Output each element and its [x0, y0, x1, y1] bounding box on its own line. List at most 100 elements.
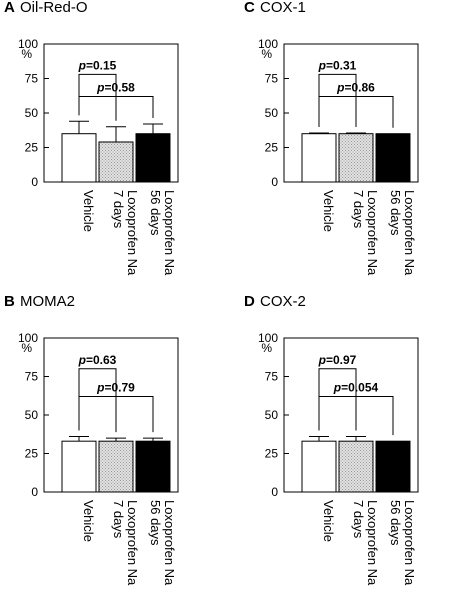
- significance-bracket: [318, 95, 394, 128]
- p-value-label: p=0.15: [78, 58, 117, 72]
- y-tick-label: 25: [265, 141, 279, 155]
- p-value-label: p=0.054: [333, 381, 379, 395]
- p-symbol: p: [318, 353, 326, 367]
- panel-title: COX-1: [260, 0, 306, 16]
- significance-bracket: [78, 73, 117, 121]
- y-tick-label: 50: [25, 408, 39, 422]
- p-symbol: p: [336, 80, 344, 94]
- p-value: =0.054: [341, 381, 378, 395]
- y-tick-label: 100: [258, 331, 278, 345]
- category-label-line: Loxoprofen Na: [125, 500, 140, 586]
- y-tick-label: 75: [265, 72, 279, 86]
- category-label-line: Loxoprofen Na: [402, 190, 417, 276]
- y-tick-label: 75: [265, 370, 279, 384]
- y-tick-label: 0: [31, 485, 38, 499]
- y-tick-label: 100: [18, 37, 38, 51]
- category-label: Loxoprofen Na7 days: [111, 190, 140, 276]
- bar: [61, 440, 97, 493]
- category-label: Loxoprofen Na7 days: [351, 190, 380, 276]
- p-symbol: p: [78, 353, 86, 367]
- category-label-line: Loxoprofen Na: [365, 190, 380, 276]
- category-label: Vehicle: [81, 500, 96, 542]
- panel-title: MOMA2: [20, 293, 75, 310]
- category-label-line: Vehicle: [81, 500, 96, 542]
- y-unit-label: %: [21, 341, 32, 355]
- bar: [375, 133, 411, 183]
- category-label: Loxoprofen Na7 days: [111, 500, 140, 586]
- category-label: Vehicle: [81, 190, 96, 232]
- bar: [338, 133, 374, 183]
- category-label: Vehicle: [321, 500, 336, 542]
- bar: [98, 440, 134, 493]
- p-symbol: p: [78, 58, 86, 72]
- p-value-label: p=0.97: [318, 353, 357, 367]
- significance-bracket: [78, 368, 117, 433]
- p-value-label: p=0.79: [96, 381, 135, 395]
- bar: [301, 440, 337, 493]
- category-label-line: Loxoprofen Na: [162, 500, 177, 586]
- bar: [135, 440, 171, 493]
- category-label-line: Loxoprofen Na: [162, 190, 177, 276]
- p-symbol: p: [96, 80, 104, 94]
- significance-bracket: [318, 368, 357, 431]
- p-value: =0.86: [344, 80, 375, 94]
- p-symbol: p: [318, 58, 326, 72]
- p-value: =0.58: [104, 80, 135, 94]
- panel-a: A Oil-Red-O0255075100%p=0.15p=0.58Vehicle…: [4, 0, 179, 276]
- y-tick-label: 50: [265, 408, 279, 422]
- significance-bracket: [318, 396, 394, 436]
- category-label-line: 56 days: [388, 500, 403, 546]
- p-symbol: p: [96, 381, 104, 395]
- y-tick-label: 100: [258, 37, 278, 51]
- category-label-line: 56 days: [148, 500, 163, 546]
- category-label: Vehicle: [321, 190, 336, 232]
- category-label: Loxoprofen Na56 days: [148, 500, 177, 586]
- bar: [98, 141, 134, 183]
- panel-letter: B: [4, 293, 15, 310]
- significance-bracket: [78, 396, 154, 433]
- y-tick-label: 25: [25, 141, 39, 155]
- bar: [135, 133, 171, 183]
- p-value: =0.15: [86, 58, 117, 72]
- p-symbol: p: [333, 381, 341, 395]
- panel-title: COX-2: [260, 293, 306, 310]
- bar: [338, 440, 374, 493]
- p-value-label: p=0.58: [96, 80, 135, 94]
- category-label-line: Loxoprofen Na: [402, 500, 417, 586]
- category-label-line: 7 days: [111, 500, 126, 539]
- p-value: =0.31: [326, 58, 357, 72]
- y-unit-label: %: [261, 341, 272, 355]
- significance-bracket: [78, 95, 154, 119]
- panel-letter: D: [244, 293, 255, 310]
- category-label: Loxoprofen Na56 days: [388, 190, 417, 276]
- category-label-line: Loxoprofen Na: [365, 500, 380, 586]
- bar: [61, 133, 97, 183]
- p-value: =0.97: [326, 353, 357, 367]
- y-tick-label: 50: [25, 106, 39, 120]
- p-value-label: p=0.86: [336, 80, 375, 94]
- panel-title: Oil-Red-O: [20, 0, 88, 16]
- category-label-line: 7 days: [351, 500, 366, 539]
- p-value: =0.63: [86, 353, 117, 367]
- y-tick-label: 0: [271, 175, 278, 189]
- y-tick-label: 25: [265, 447, 279, 461]
- category-label-line: Loxoprofen Na: [125, 190, 140, 276]
- y-tick-label: 75: [25, 72, 39, 86]
- category-label-line: Vehicle: [321, 190, 336, 232]
- category-label: Loxoprofen Na7 days: [351, 500, 380, 586]
- panel-letter: A: [4, 0, 15, 16]
- p-value-label: p=0.63: [78, 353, 117, 367]
- category-label-line: Vehicle: [81, 190, 96, 232]
- y-tick-label: 25: [25, 447, 39, 461]
- category-label-line: Vehicle: [321, 500, 336, 542]
- y-tick-label: 75: [25, 370, 39, 384]
- p-value-label: p=0.31: [318, 58, 357, 72]
- y-tick-label: 50: [265, 106, 279, 120]
- y-tick-label: 100: [18, 331, 38, 345]
- bar: [375, 440, 411, 493]
- category-label-line: 56 days: [148, 190, 163, 236]
